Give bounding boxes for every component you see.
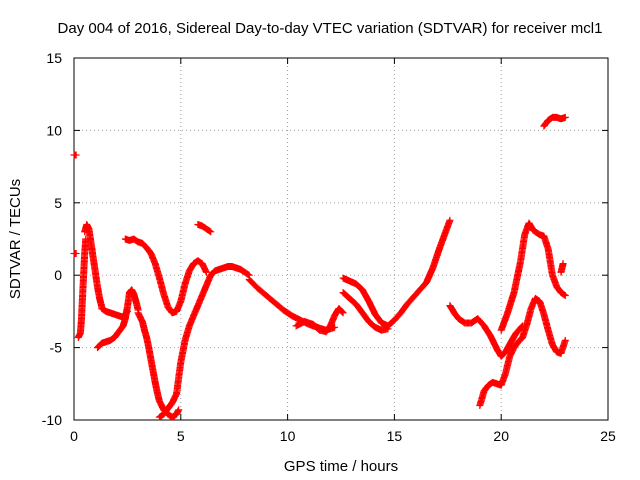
data-point-markers bbox=[155, 263, 253, 421]
series-seg-l bbox=[292, 305, 347, 336]
series-seg-q bbox=[497, 219, 569, 334]
data-point-markers bbox=[121, 235, 210, 317]
y-tick-label: -5 bbox=[50, 340, 63, 356]
series-seg-a bbox=[70, 151, 80, 159]
series-seg-c bbox=[74, 235, 90, 341]
plot-frame bbox=[73, 57, 609, 421]
y-axis-tick-labels: -10 -5 0 5 10 15 bbox=[42, 50, 62, 428]
x-tick-label: 5 bbox=[177, 428, 185, 444]
chart-title: Day 004 of 2016, Sidereal Day-to-day VTE… bbox=[58, 20, 603, 37]
data-point-markers bbox=[446, 302, 527, 360]
series-seg-k bbox=[245, 276, 339, 334]
data-point-markers bbox=[70, 151, 80, 159]
series-seg-i bbox=[121, 235, 210, 317]
data-point-markers bbox=[81, 221, 106, 311]
x-axis-tick-labels: 0 5 10 15 20 25 bbox=[70, 428, 616, 444]
y-tick-label: -10 bbox=[42, 412, 62, 428]
data-point-markers bbox=[194, 221, 215, 236]
series-seg-f bbox=[98, 305, 131, 321]
data-marks bbox=[70, 113, 569, 421]
series-seg-p bbox=[476, 294, 569, 409]
data-point-markers bbox=[74, 235, 90, 341]
series-seg-s bbox=[540, 113, 569, 130]
x-tick-label: 25 bbox=[600, 428, 616, 444]
y-tick-label: 0 bbox=[54, 267, 62, 283]
data-point-markers bbox=[476, 294, 569, 409]
y-tick-label: 15 bbox=[46, 50, 62, 66]
series-seg-m bbox=[339, 289, 392, 334]
x-tick-label: 15 bbox=[387, 428, 403, 444]
y-axis-label: SDTVAR / TECUs bbox=[7, 179, 24, 299]
series-seg-h bbox=[155, 263, 253, 421]
data-point-markers bbox=[70, 250, 80, 257]
data-point-markers bbox=[497, 219, 569, 334]
data-point-markers bbox=[557, 260, 567, 276]
data-point-markers bbox=[339, 289, 392, 334]
data-point-markers bbox=[98, 305, 131, 321]
series-seg-n bbox=[339, 216, 454, 330]
x-tick-label: 10 bbox=[280, 428, 296, 444]
series-seg-d bbox=[81, 221, 106, 311]
series-seg-r bbox=[557, 260, 567, 276]
series-seg-g bbox=[134, 309, 183, 421]
x-tick-label: 0 bbox=[70, 428, 78, 444]
x-tick-label: 20 bbox=[493, 428, 509, 444]
data-point-markers bbox=[292, 305, 347, 336]
y-tick-label: 5 bbox=[54, 195, 62, 211]
x-axis-label: GPS time / hours bbox=[284, 458, 398, 475]
series-seg-o bbox=[446, 302, 527, 360]
series-seg-j bbox=[194, 221, 215, 236]
data-point-markers bbox=[134, 309, 183, 421]
axis-ticks bbox=[73, 57, 609, 421]
data-point-markers bbox=[540, 113, 569, 130]
y-tick-label: 10 bbox=[46, 122, 62, 138]
series-seg-b bbox=[70, 250, 80, 257]
data-point-markers bbox=[339, 216, 454, 330]
data-point-markers bbox=[245, 276, 339, 334]
